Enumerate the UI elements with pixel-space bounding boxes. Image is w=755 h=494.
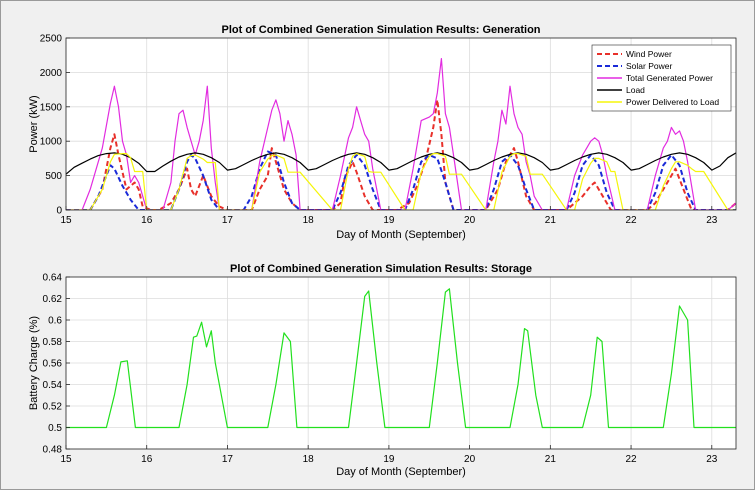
storage-x-tick-label: 17 xyxy=(222,454,234,465)
storage-y-tick-label: 0.56 xyxy=(43,359,63,370)
storage-x-tick-label: 15 xyxy=(60,454,72,465)
generation-series-line-4[interactable] xyxy=(66,153,736,210)
storage-x-axis-label: Day of Month (September) xyxy=(336,466,466,478)
generation-y-tick-label: 500 xyxy=(45,171,62,182)
storage-x-tick-label: 16 xyxy=(141,454,153,465)
generation-y-tick-label: 2000 xyxy=(40,68,63,79)
generation-x-tick-label: 23 xyxy=(706,215,718,226)
legend-entry-label: Power Delivered to Load xyxy=(626,97,719,107)
storage-plot: Plot of Combined Generation Simulation R… xyxy=(28,263,737,478)
generation-y-axis-label: Power (kW) xyxy=(28,95,40,152)
generation-plot: Plot of Combined Generation Simulation R… xyxy=(28,24,737,241)
generation-series-line-2[interactable] xyxy=(66,57,736,210)
storage-x-tick-label: 18 xyxy=(303,454,315,465)
storage-y-tick-label: 0.62 xyxy=(43,294,63,305)
generation-x-tick-label: 15 xyxy=(60,215,72,226)
generation-x-axis-label: Day of Month (September) xyxy=(336,229,466,241)
legend-entry-label: Load xyxy=(626,85,645,95)
storage-y-axis-label: Battery Charge (%) xyxy=(28,316,40,410)
storage-y-tick-label: 0.48 xyxy=(43,445,63,456)
generation-series-line-0[interactable] xyxy=(66,98,736,210)
generation-y-tick-label: 1000 xyxy=(40,137,63,148)
storage-ticks: 15 16 17 18 19 20 21 22 23 0.48 0.5 0.52 0.54 0.56 0.5… xyxy=(43,273,718,466)
storage-y-tick-label: 0.58 xyxy=(43,337,63,348)
legend-entry-label: Solar Power xyxy=(626,61,672,71)
generation-x-tick-label: 19 xyxy=(383,215,395,226)
generation-x-tick-label: 20 xyxy=(464,215,476,226)
generation-y-tick-label: 1500 xyxy=(40,102,63,113)
storage-x-tick-label: 21 xyxy=(545,454,557,465)
storage-series xyxy=(66,288,736,429)
storage-series-line-0[interactable] xyxy=(66,288,736,429)
generation-axes-box xyxy=(65,37,737,211)
generation-x-tick-label: 21 xyxy=(545,215,557,226)
generation-plot-title: Plot of Combined Generation Simulation R… xyxy=(221,24,540,36)
generation-legend: Wind Power Solar Power Total Generated Pow… xyxy=(591,44,732,112)
storage-x-tick-label: 20 xyxy=(464,454,476,465)
storage-y-tick-label: 0.52 xyxy=(43,402,63,413)
generation-series xyxy=(66,57,736,210)
storage-x-tick-label: 19 xyxy=(383,454,395,465)
generation-ticks: 15 16 17 18 19 20 21 22 23 0 500 1000 1500 2000 2500 xyxy=(40,34,718,227)
generation-x-tick-label: 17 xyxy=(222,215,234,226)
generation-y-tick-label: 2500 xyxy=(40,34,63,45)
storage-y-tick-label: 0.5 xyxy=(48,423,62,434)
generation-series-line-3[interactable] xyxy=(66,152,736,175)
legend-entry-label: Total Generated Power xyxy=(626,73,713,83)
generation-x-tick-label: 22 xyxy=(625,215,637,226)
storage-x-tick-label: 23 xyxy=(706,454,718,465)
generation-y-tick-label: 0 xyxy=(56,206,62,217)
storage-plot-title: Plot of Combined Generation Simulation R… xyxy=(230,263,532,275)
legend-entry-label: Wind Power xyxy=(626,49,672,59)
storage-y-tick-label: 0.54 xyxy=(43,380,63,391)
storage-y-tick-label: 0.64 xyxy=(43,273,63,284)
storage-x-tick-label: 22 xyxy=(625,454,637,465)
generation-x-tick-label: 16 xyxy=(141,215,153,226)
storage-y-tick-label: 0.6 xyxy=(48,316,62,327)
generation-x-tick-label: 18 xyxy=(303,215,315,226)
